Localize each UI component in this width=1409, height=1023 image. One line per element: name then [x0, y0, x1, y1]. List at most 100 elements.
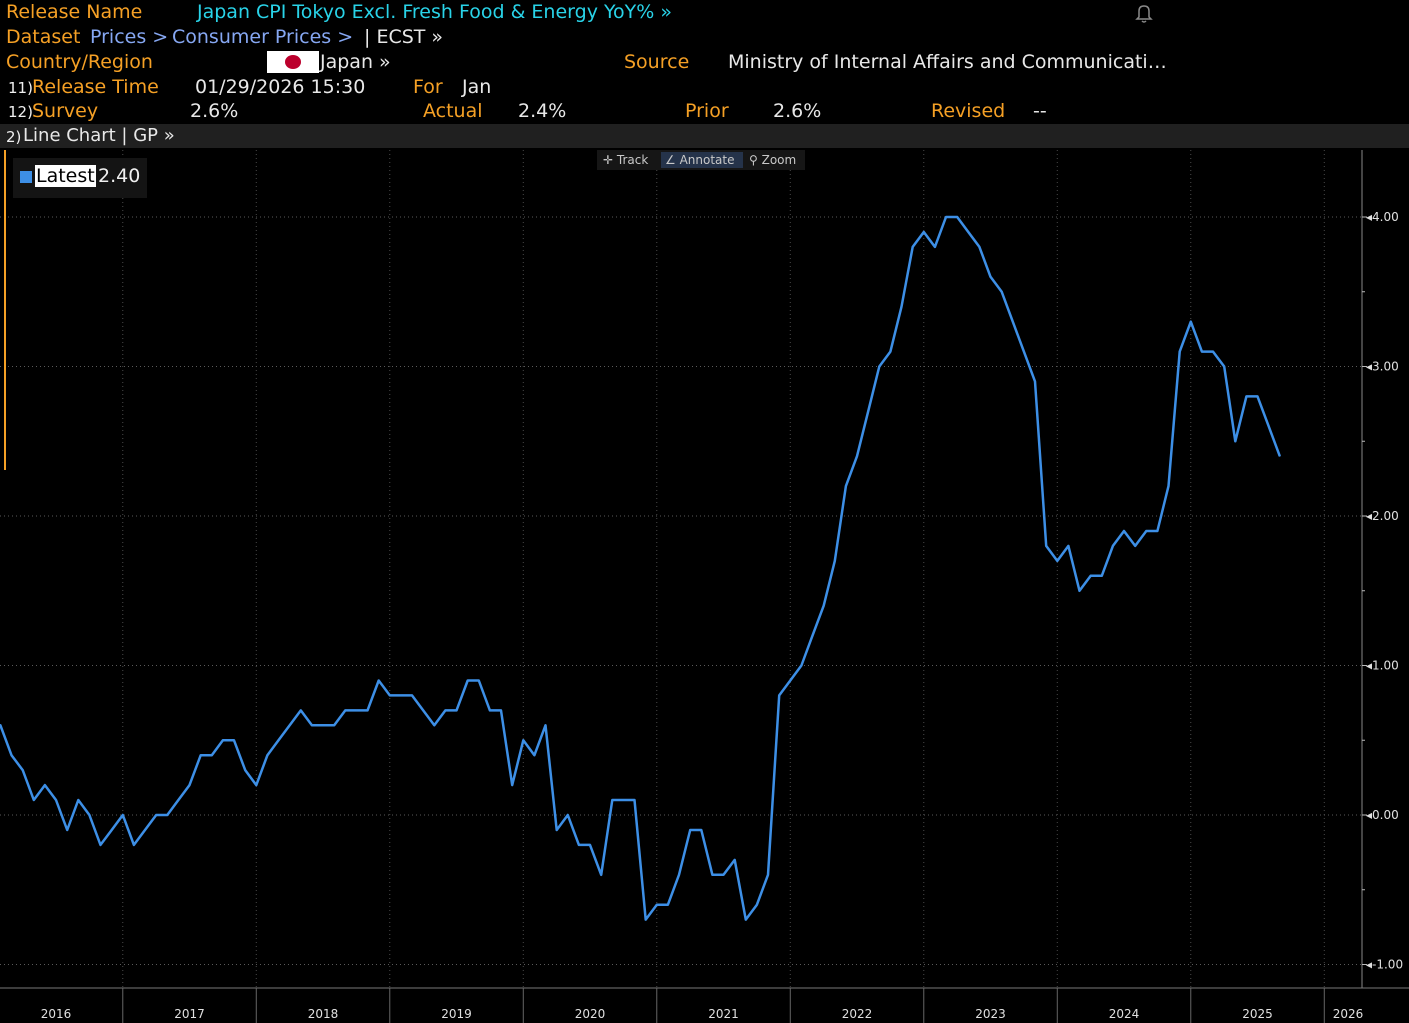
- data-point: [578, 844, 580, 846]
- survey-label[interactable]: Survey: [32, 100, 99, 122]
- country-link[interactable]: Japan »: [320, 51, 391, 73]
- data-point: [1245, 395, 1247, 397]
- alert-bell-icon[interactable]: [1133, 2, 1155, 24]
- japan-flag-icon: [267, 51, 319, 73]
- data-point: [711, 874, 714, 876]
- data-point: [589, 844, 591, 846]
- data-point: [33, 799, 35, 801]
- data-point: [211, 754, 213, 756]
- data-point: [934, 246, 936, 248]
- survey-value: 2.6%: [190, 100, 239, 122]
- annotate-button[interactable]: ∠ Annotate: [661, 152, 743, 168]
- data-point: [622, 799, 625, 801]
- track-button[interactable]: ✛ Track: [603, 153, 649, 167]
- data-point: [778, 694, 780, 697]
- active-accent-bar: [4, 150, 6, 470]
- data-point: [734, 859, 736, 861]
- data-point: [277, 739, 280, 741]
- release-name-link[interactable]: Japan CPI Tokyo Excl. Fresh Food & Energ…: [197, 1, 673, 23]
- data-point: [188, 784, 191, 786]
- source-label: Source: [624, 51, 690, 73]
- data-point: [133, 844, 135, 846]
- data-point: [978, 246, 981, 248]
- data-point: [845, 485, 847, 487]
- data-point: [823, 605, 825, 607]
- breadcrumb-prices[interactable]: Prices >: [90, 26, 169, 48]
- country-label: Country/Region: [6, 51, 153, 73]
- menu-number-2: 2): [6, 128, 22, 146]
- chart-type-label[interactable]: Line Chart | GP »: [23, 125, 175, 146]
- data-point: [1279, 455, 1281, 457]
- release-name-label: Release Name: [6, 1, 143, 23]
- data-point: [722, 874, 725, 876]
- menu-number-11: 11): [8, 79, 33, 97]
- data-point: [233, 739, 235, 741]
- y-tick-label: ◂2.00: [1366, 509, 1399, 523]
- data-point: [700, 829, 702, 831]
- breadcrumb-ecst[interactable]: | ECST »: [364, 26, 444, 48]
- data-point: [300, 709, 302, 712]
- data-point: [467, 679, 469, 682]
- line-chart[interactable]: ◂4.00 ◂3.00 ◂2.00 ◂1.00 ◂0.00 ◂-1.00 2016 2017 2…: [0, 148, 1409, 1023]
- chart-type-bar[interactable]: 2) Line Chart | GP »: [0, 124, 1409, 148]
- data-point: [1112, 545, 1114, 547]
- legend-value: 2.40: [98, 165, 141, 187]
- for-label: For: [413, 76, 443, 98]
- data-point: [1134, 545, 1136, 547]
- data-point: [0, 724, 1, 726]
- data-point: [444, 709, 446, 712]
- magnifier-icon: ⚲: [749, 153, 762, 167]
- data-point: [556, 829, 558, 831]
- actual-value: 2.4%: [518, 100, 567, 122]
- pencil-icon: ∠: [665, 153, 680, 167]
- data-point: [333, 724, 335, 726]
- data-point: [389, 694, 391, 697]
- data-point: [88, 814, 90, 816]
- data-point: [567, 814, 569, 816]
- legend-label: Latest: [35, 165, 96, 187]
- release-time-label[interactable]: Release Time: [32, 76, 159, 98]
- header-panel: Release Name Japan CPI Tokyo Excl. Fresh…: [0, 0, 1409, 124]
- data-point: [544, 724, 547, 726]
- data-point: [155, 814, 157, 816]
- data-point: [177, 799, 179, 801]
- data-point: [800, 664, 803, 667]
- breadcrumb-consumer-prices[interactable]: Consumer Prices >: [172, 26, 354, 48]
- data-point: [989, 276, 992, 278]
- data-point: [22, 769, 24, 771]
- series-line: [0, 215, 1281, 921]
- data-point: [912, 246, 914, 248]
- data-point: [1190, 321, 1192, 323]
- data-point: [678, 874, 680, 876]
- data-point: [344, 709, 346, 712]
- data-point: [200, 754, 202, 756]
- data-point: [1179, 351, 1181, 353]
- data-point: [533, 754, 536, 756]
- data-point: [1012, 321, 1014, 323]
- data-point: [366, 709, 369, 712]
- data-point: [867, 410, 869, 412]
- data-point: [756, 904, 758, 906]
- data-point: [422, 709, 424, 712]
- data-point: [266, 754, 268, 756]
- data-point: [1212, 351, 1214, 353]
- data-point: [1167, 485, 1170, 487]
- data-point: [99, 844, 102, 846]
- x-tick-label: 2024: [1109, 1007, 1140, 1021]
- data-point: [511, 784, 513, 786]
- y-tick-label: ◂4.00: [1366, 210, 1399, 224]
- data-point: [689, 829, 691, 831]
- data-point: [656, 904, 658, 906]
- data-point: [1078, 590, 1081, 592]
- x-tick-label: 2016: [41, 1007, 72, 1021]
- data-point: [1123, 530, 1125, 532]
- data-point: [10, 754, 13, 756]
- prior-value: 2.6%: [773, 100, 822, 122]
- menu-number-12: 12): [8, 103, 33, 121]
- data-point: [1101, 575, 1103, 577]
- data-point: [144, 829, 146, 831]
- data-point: [311, 724, 313, 726]
- data-point: [1256, 395, 1259, 397]
- zoom-button[interactable]: ⚲ Zoom: [749, 153, 797, 167]
- data-point: [1067, 545, 1069, 547]
